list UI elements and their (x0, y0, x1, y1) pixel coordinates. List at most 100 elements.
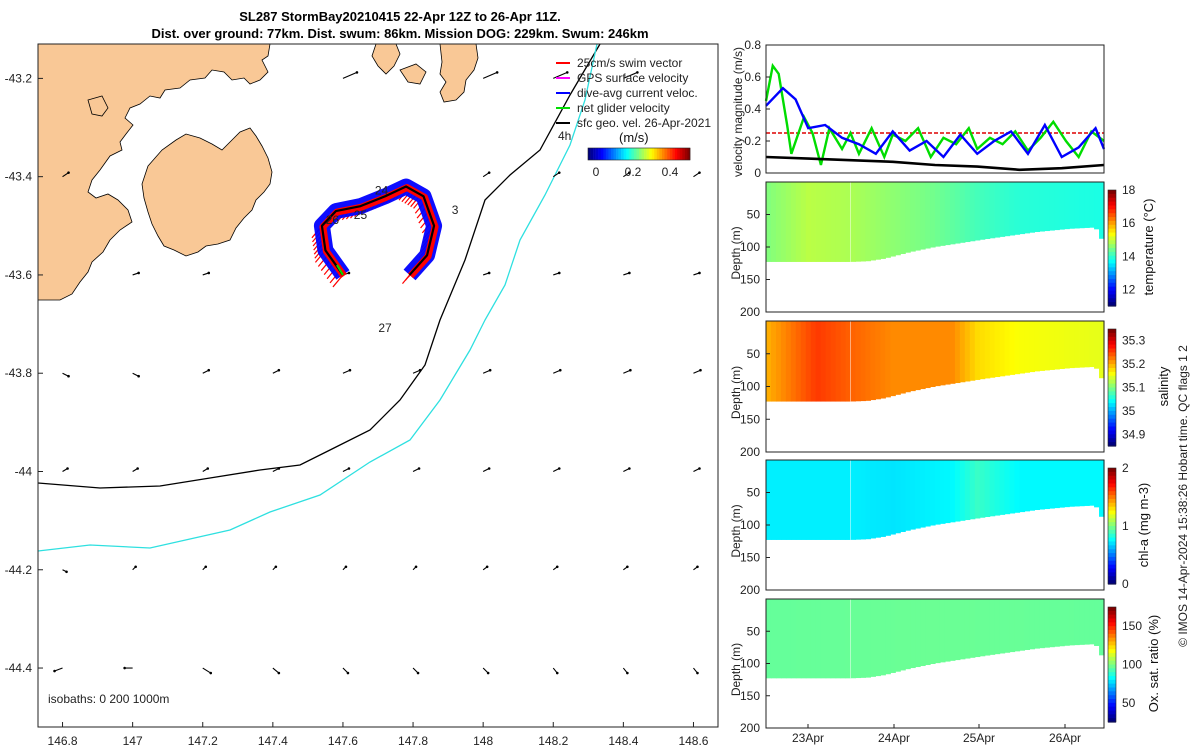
depth-ylabel: Depth (m) (729, 366, 743, 419)
depth-data-cell (770, 182, 777, 262)
geo-velocity-arrow-head (67, 374, 70, 378)
depth-data-cell (944, 599, 951, 662)
title-line-1: SL287 StormBay20210415 22-Apr 12Z to 26-… (239, 9, 561, 24)
depth-data-cell (1074, 460, 1080, 507)
depth-data-cell (820, 460, 827, 540)
geo-velocity-arrow (272, 667, 280, 674)
depth-data-cell (1074, 321, 1080, 368)
colorbar-cell (664, 148, 668, 160)
geo-velocity-arrow-head (414, 565, 418, 569)
geo-velocity-arrow-head (206, 467, 210, 470)
colorbar-cell (1108, 672, 1116, 677)
colorbar-cell (682, 148, 686, 160)
depth-data-cell (855, 599, 862, 679)
colorbar-cell (1108, 495, 1116, 500)
colorbar-cell (1108, 529, 1116, 535)
colorbar-cell (1108, 193, 1116, 199)
depth-data-cell (930, 460, 936, 526)
map-panel: 24 25 26 3 27 146.8 147 147.2 147.4 147.6 147.8 148… (5, 43, 719, 748)
colorbar-frame (1107, 467, 1117, 585)
depth-data-cell (1074, 182, 1080, 229)
depth-data-cell (860, 321, 867, 402)
depth-data-cell (1034, 599, 1040, 649)
colorbar-cell (1108, 710, 1116, 715)
depth-data-cell (925, 599, 931, 666)
depth-data-cell (925, 460, 931, 527)
colorbar-tick: 18 (1122, 183, 1136, 197)
colorbar-cell (1108, 201, 1116, 207)
map-ytick-label: -44.4 (5, 661, 33, 675)
geo-velocity-arrow (553, 71, 568, 79)
colorbar-cell (1108, 302, 1116, 307)
depth-data-cell (935, 460, 941, 525)
legend-item: dive-avg current veloc. (577, 86, 698, 100)
depth-data-cell (1019, 460, 1026, 513)
depth-data-cell (910, 182, 916, 252)
depth-data-cell (850, 599, 857, 679)
geo-velocity-arrow-head (416, 671, 420, 675)
colorbar-cell (1108, 414, 1116, 420)
depth-data-cell (974, 182, 981, 241)
colorbar-cell (1108, 213, 1116, 218)
land-4 (371, 44, 401, 75)
depth-data-cell (775, 182, 782, 262)
depth-data-cell (949, 182, 956, 245)
depth-data-cell (1064, 182, 1070, 230)
depth-data-cell (1034, 321, 1040, 372)
colorbar-cell (1108, 475, 1116, 481)
depth-panel-3: 50 100 150 200 Depth (m) 0 1 2 chl-a (mg m-3) (729, 459, 1151, 597)
colorbar-cell (621, 148, 624, 160)
colorbar-cell (616, 148, 619, 160)
map-ytick-label: -43.6 (5, 268, 33, 282)
depth-data-cell (944, 460, 951, 524)
depth-data-cell (910, 321, 916, 392)
colorbar-tick: 35.1 (1122, 381, 1146, 395)
colorbar-cell (1108, 271, 1116, 276)
depth-data-cell (989, 599, 996, 655)
geo-velocity-arrow-head (209, 671, 213, 675)
depth-data-cell (830, 321, 837, 402)
colorbar-cell (1108, 637, 1116, 643)
map-xtick-label: 148.2 (538, 734, 568, 748)
depth-data-cell (785, 321, 792, 402)
colorbar-cell (1108, 580, 1116, 585)
colorbar-tick: 150 (1122, 619, 1142, 633)
colorbar-cell (1108, 410, 1116, 416)
depth-ytick-label: 200 (740, 445, 760, 459)
depth-data-cell (920, 460, 926, 528)
colorbar-tick: 0.2 (625, 165, 642, 179)
depth-data-cell (1029, 599, 1036, 650)
map-xtick-label: 147.8 (398, 734, 428, 748)
depth-data-cell (999, 182, 1006, 237)
depth-data-cell (1059, 182, 1065, 230)
depth-ytick-label: 150 (740, 273, 760, 287)
colorbar-cell (593, 148, 596, 160)
title-line-2: Dist. over ground: 77km. Dist. swum: 86k… (151, 26, 649, 41)
colorbar-cell (1108, 514, 1116, 519)
depth-data-cell (865, 599, 871, 678)
geo-velocity-arrow-head (487, 171, 491, 174)
velocity-ytick-label: 0.8 (744, 38, 761, 52)
colorbar-cell (1108, 522, 1116, 527)
colorbar-cell (1108, 576, 1116, 581)
colorbar-cell (1108, 286, 1116, 292)
colorbar-cell (667, 148, 670, 160)
colorbar-cell (1108, 556, 1116, 562)
depth-data-cell (944, 182, 951, 246)
geo-velocity-arrow (342, 71, 358, 79)
colorbar-cell (1108, 510, 1116, 515)
geo-velocity-arrow-head (629, 368, 632, 372)
depth-ytick-label: 200 (740, 305, 760, 319)
depth-data-cell (1054, 321, 1060, 370)
depth-data-cell (915, 599, 921, 668)
colorbar-cell (1108, 687, 1116, 692)
depth-data-cell (800, 599, 807, 679)
colorbar-cell (1108, 197, 1116, 203)
colorbar-cell (1108, 714, 1116, 719)
colorbar-frame (1107, 328, 1117, 447)
depth-data-cell (1039, 182, 1045, 232)
depth-data-cell (1014, 460, 1021, 513)
colorbar-cell (674, 148, 678, 160)
depth-data-cell (875, 321, 881, 400)
depth-data-cell (1014, 599, 1021, 652)
